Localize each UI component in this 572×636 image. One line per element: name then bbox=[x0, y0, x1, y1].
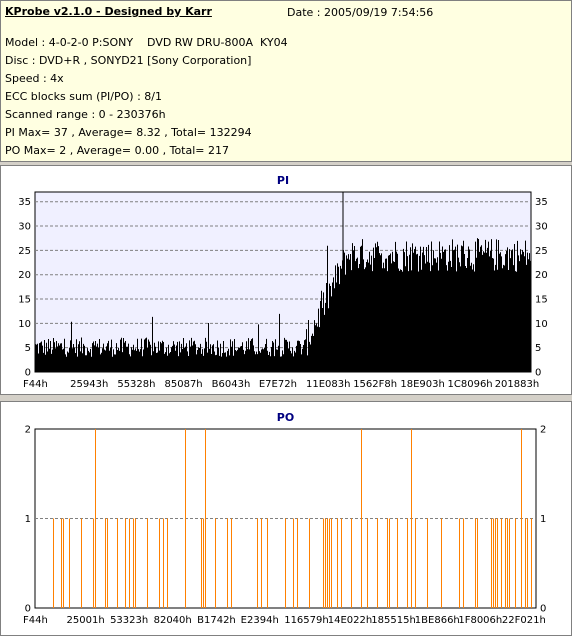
x-tick-label: 25943h bbox=[70, 379, 108, 390]
x-tick-label: 22F021h bbox=[502, 615, 546, 626]
x-tick-label: F44h bbox=[23, 615, 48, 626]
x-tick-label: 14E022h bbox=[328, 615, 372, 626]
x-tick-label: 1BE866h bbox=[415, 615, 460, 626]
y-tick-label-right: 0 bbox=[535, 368, 541, 379]
pi-chart-panel: PI 0 0 5 5 10 10 15 15 20 20 25 25 30 30 35 35 F44h 25943h… bbox=[0, 165, 572, 395]
x-tick-label: 53323h bbox=[110, 615, 148, 626]
x-tick-label: 18E903h bbox=[400, 379, 444, 390]
x-tick-label: 25001h bbox=[67, 615, 105, 626]
x-tick-label: 185515h bbox=[371, 615, 416, 626]
y-tick-label-right: 5 bbox=[535, 343, 541, 354]
x-tick-label: E2394h bbox=[241, 615, 279, 626]
y-tick-label: 25 bbox=[18, 246, 31, 257]
x-tick-label: 1562F8h bbox=[353, 379, 397, 390]
range-line: Scanned range : 0 - 230376h bbox=[5, 108, 166, 121]
y-tick-label-right: 2 bbox=[540, 425, 546, 436]
x-tick-label: B1742h bbox=[197, 615, 236, 626]
info-panel: KProbe v2.1.0 - Designed by Karr Date : … bbox=[0, 0, 572, 162]
y-tick-label: 2 bbox=[25, 425, 31, 436]
x-tick-label: 116579h bbox=[284, 615, 329, 626]
y-tick-label-right: 35 bbox=[535, 197, 548, 208]
y-tick-label-right: 25 bbox=[535, 246, 548, 257]
po-chart-panel: PO 0 0 1 1 2 2 F44h 25001h 53323h 82040h B1742h E239… bbox=[0, 401, 572, 636]
chart-title: PO bbox=[277, 411, 294, 424]
chart-title: PI bbox=[277, 174, 289, 187]
x-tick-label: 55328h bbox=[117, 379, 155, 390]
y-tick-label: 1 bbox=[25, 514, 31, 525]
x-tick-label: B6043h bbox=[212, 379, 251, 390]
y-tick-label: 5 bbox=[25, 343, 31, 354]
y-tick-label-right: 0 bbox=[540, 604, 546, 615]
x-tick-label: 85087h bbox=[165, 379, 203, 390]
x-tick-label: E7E72h bbox=[259, 379, 297, 390]
scan-date: Date : 2005/09/19 7:54:56 bbox=[287, 6, 434, 19]
y-tick-label: 20 bbox=[18, 270, 31, 281]
disc-line: Disc : DVD+R , SONYD21 [Sony Corporation… bbox=[5, 54, 252, 67]
y-tick-label: 0 bbox=[25, 604, 31, 615]
y-tick-label: 15 bbox=[18, 295, 31, 306]
y-tick-label-right: 15 bbox=[535, 295, 548, 306]
pi-chart: PI 0 0 5 5 10 10 15 15 20 20 25 25 30 30 35 35 F44h 25943h… bbox=[18, 174, 548, 390]
model-line: Model : 4-0-2-0 P:SONY DVD RW DRU-800A K… bbox=[5, 36, 288, 49]
y-tick-label: 35 bbox=[18, 197, 31, 208]
x-tick-label: 82040h bbox=[154, 615, 192, 626]
y-tick-label-right: 30 bbox=[535, 222, 548, 233]
x-tick-label: 1F8006h bbox=[458, 615, 502, 626]
pi-stats-line: PI Max= 37 , Average= 8.32 , Total= 1322… bbox=[5, 126, 252, 139]
po-chart: PO 0 0 1 1 2 2 F44h 25001h 53323h 82040h B1742h E239… bbox=[23, 411, 546, 626]
y-tick-label: 0 bbox=[25, 368, 31, 379]
x-tick-label: 1C8096h bbox=[448, 379, 493, 390]
app-title: KProbe v2.1.0 - Designed by Karr bbox=[5, 5, 212, 18]
x-tick-label: 11E083h bbox=[306, 379, 350, 390]
speed-line: Speed : 4x bbox=[5, 72, 64, 85]
ecc-line: ECC blocks sum (PI/PO) : 8/1 bbox=[5, 90, 162, 103]
x-tick-label: 201883h bbox=[495, 379, 540, 390]
x-tick-label: F44h bbox=[23, 379, 48, 390]
po-stats-line: PO Max= 2 , Average= 0.00 , Total= 217 bbox=[5, 144, 229, 157]
y-tick-label: 30 bbox=[18, 222, 31, 233]
y-tick-label: 10 bbox=[18, 319, 31, 330]
y-tick-label-right: 20 bbox=[535, 270, 548, 281]
y-tick-label-right: 10 bbox=[535, 319, 548, 330]
y-tick-label-right: 1 bbox=[540, 514, 546, 525]
